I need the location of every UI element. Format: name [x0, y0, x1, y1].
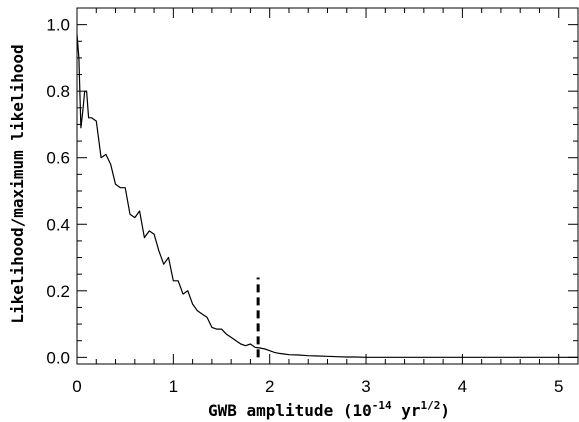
y-tick-label: 0.4	[46, 215, 70, 234]
y-tick-label: 0.2	[46, 282, 70, 301]
y-tick-label: 0.0	[46, 348, 70, 367]
y-tick-label: 1.0	[46, 16, 70, 35]
plot-layer: 0 1 2 3 4 5 0.0 0.2 0.4 0.6 0.8 1.0	[46, 7, 579, 396]
x-tick-label: 4	[458, 377, 467, 396]
x-tick-label: 5	[554, 377, 563, 396]
y-tick-label: 0.8	[46, 82, 70, 101]
y-axis-title: Likelihood/maximum likelihood	[8, 44, 27, 323]
x-axis-title: GWB amplitude (10-14 yr1/2)	[208, 399, 450, 420]
x-tick-label: 1	[169, 377, 178, 396]
x-tick-label: 3	[361, 377, 370, 396]
y-tick-label: 0.6	[46, 149, 70, 168]
likelihood-line	[76, 34, 578, 358]
x-tick-label: 2	[265, 377, 274, 396]
x-tick-label: 0	[72, 377, 81, 396]
